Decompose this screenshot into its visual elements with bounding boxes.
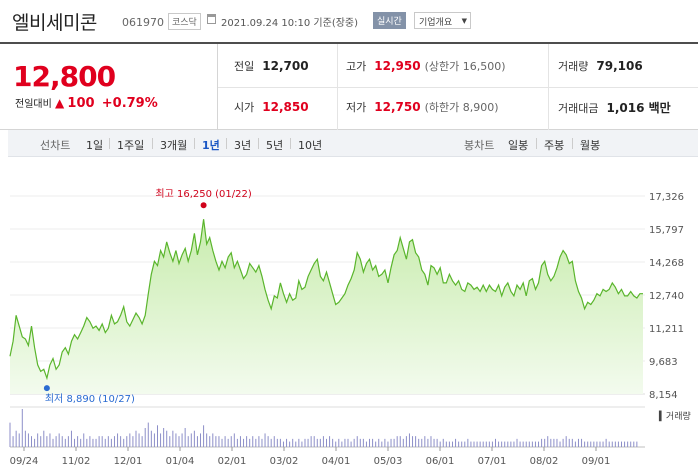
candle-daily-button[interactable]: 일봉 <box>508 139 529 152</box>
volume-value: 79,106 <box>596 59 643 73</box>
amount-label: 거래대금 <box>558 102 599 115</box>
amount-value: 1,016 백만 <box>606 101 671 115</box>
low-label: 저가 <box>346 101 367 114</box>
y-tick-label: 17,326 <box>649 192 684 203</box>
period-separator <box>572 138 573 149</box>
open-value: 12,850 <box>262 100 309 114</box>
x-tick-label: 09/01 <box>582 456 611 467</box>
market-badge: 코스닥 <box>168 13 201 30</box>
up-arrow-icon: ▲ <box>55 96 65 110</box>
period-separator <box>109 138 110 149</box>
period-separator <box>194 138 195 149</box>
high-value: 12,950 <box>374 59 421 73</box>
x-tick-label: 02/01 <box>218 456 247 467</box>
x-tick-label: 12/01 <box>114 456 143 467</box>
open-label: 시가 <box>234 101 255 114</box>
y-tick-label: 14,268 <box>649 258 684 269</box>
y-tick-label: 8,154 <box>649 390 678 401</box>
x-tick-label: 04/01 <box>322 456 351 467</box>
period-3y-button[interactable]: 3년 <box>234 139 252 152</box>
lower-limit: (하한가 8,900) <box>424 101 499 114</box>
stock-code: 061970 <box>122 16 164 29</box>
x-tick-label: 05/03 <box>374 456 403 467</box>
grid-divider <box>337 44 338 130</box>
upper-limit: (상한가 16,500) <box>424 60 506 73</box>
low-marker <box>43 385 50 392</box>
volume-legend-label: 거래량 <box>665 412 691 422</box>
x-tick-label: 01/04 <box>166 456 195 467</box>
volume-bars <box>9 409 638 447</box>
grid-divider <box>218 87 698 88</box>
period-3m-button[interactable]: 3개월 <box>160 139 188 152</box>
quote-panel: 12,800 전일대비 ▲ 100 +0.79% 전일 12,700 고가 12,9… <box>0 42 698 130</box>
price-area <box>10 219 643 394</box>
company-overview-select[interactable]: 기업개요 ▼ <box>414 12 471 29</box>
current-price: 12,800 <box>13 60 116 93</box>
period-1d-button[interactable]: 1일 <box>86 139 104 152</box>
period-separator <box>536 138 537 149</box>
period-toolbar: 선차트 1일 1주일 3개월 1년 3년 5년 10년 봉차트 일봉 주봉 월봉 <box>8 130 698 157</box>
high-annotation: 최고 16,250 (01/22) <box>155 188 251 200</box>
x-tick-label: 07/01 <box>478 456 507 467</box>
low-cell: 저가 12,750 (하한가 8,900) <box>346 99 499 115</box>
prev-close-cell: 전일 12,700 <box>234 58 309 74</box>
y-tick-label: 11,211 <box>649 324 684 335</box>
period-separator <box>258 138 259 149</box>
period-1w-button[interactable]: 1주일 <box>117 139 145 152</box>
volume-label: 거래량 <box>558 60 589 73</box>
period-10y-button[interactable]: 10년 <box>298 139 323 152</box>
quote-grid: 전일 12,700 고가 12,950 (상한가 16,500) 거래량 79,106 … <box>217 44 698 130</box>
price-line <box>9 219 643 381</box>
low-annotation: 최저 8,890 (10/27) <box>45 393 135 405</box>
y-tick-label: 12,740 <box>649 291 684 302</box>
amount-cell: 거래대금 1,016 백만 <box>558 99 671 116</box>
company-overview-label: 기업개요 <box>419 18 453 28</box>
volume-legend: ▍거래량 <box>659 412 691 422</box>
high-label: 고가 <box>346 60 367 73</box>
candle-chart-label: 봉차트 <box>464 139 495 152</box>
low-value: 12,750 <box>374 100 421 114</box>
prev-close-label: 전일 <box>234 60 255 73</box>
y-axis-ticks: 17,326 15,797 14,268 12,740 11,211 9,683 8,154 <box>649 192 684 401</box>
realtime-badge[interactable]: 실시간 <box>373 12 406 29</box>
candle-monthly-button[interactable]: 월봉 <box>580 139 601 152</box>
period-5y-button[interactable]: 5년 <box>266 139 284 152</box>
change-label: 전일대비 <box>15 99 52 110</box>
x-axis-ticks: 09/24 11/02 12/01 01/04 02/01 03/02 04/01 05/03… <box>10 447 611 467</box>
as-of-time: 2021.09.24 10:10 기준(장중) <box>221 18 359 29</box>
price-chart[interactable]: 17,326 15,797 14,268 12,740 11,211 9,683 8,154… <box>0 180 698 471</box>
open-cell: 시가 12,850 <box>234 99 309 115</box>
x-tick-label: 03/02 <box>270 456 299 467</box>
volume-cell: 거래량 79,106 <box>558 58 643 74</box>
period-separator <box>152 138 153 149</box>
grid-divider <box>548 44 549 130</box>
change-row: 전일대비 ▲ 100 +0.79% <box>15 95 158 111</box>
high-cell: 고가 12,950 (상한가 16,500) <box>346 58 506 74</box>
candle-weekly-button[interactable]: 주봉 <box>544 139 565 152</box>
high-marker <box>200 202 207 209</box>
y-tick-label: 9,683 <box>649 357 678 368</box>
x-tick-label: 09/24 <box>10 456 39 467</box>
line-chart-label: 선차트 <box>40 139 71 152</box>
y-tick-label: 15,797 <box>649 225 684 236</box>
x-tick-label: 08/02 <box>530 456 559 467</box>
stock-name: 엘비세미콘 <box>12 12 97 34</box>
prev-close-value: 12,700 <box>262 59 309 73</box>
chevron-down-icon: ▼ <box>461 17 467 25</box>
change-percent: +0.79% <box>101 96 158 111</box>
period-separator <box>290 138 291 149</box>
calendar-icon <box>207 14 216 24</box>
x-tick-label: 11/02 <box>62 456 91 467</box>
change-value: 100 <box>67 96 95 111</box>
stock-header: 엘비세미콘 061970 코스닥 2021.09.24 10:10 기준(장중)… <box>0 0 698 42</box>
x-tick-label: 06/01 <box>426 456 455 467</box>
period-separator <box>226 138 227 149</box>
period-1y-button[interactable]: 1년 <box>202 139 220 152</box>
